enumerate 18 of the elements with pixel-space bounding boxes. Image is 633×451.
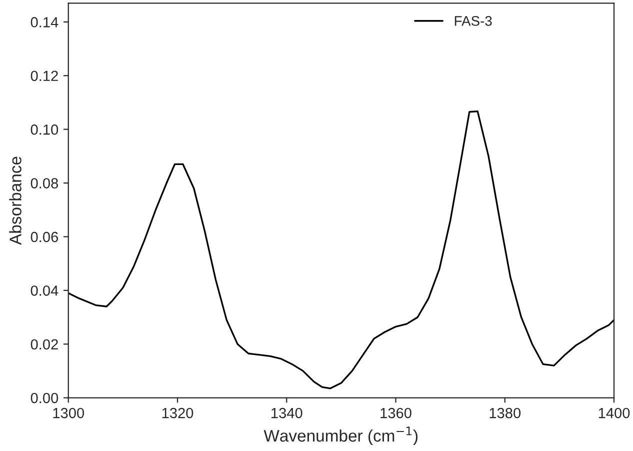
y-tick-label: 0.08 [30,178,58,188]
x-axis-title: Wavenumber (cm$^{−1}$) [264,426,418,445]
x-tick-label: 1340 [272,408,302,418]
x-tick-label: 1360 [380,408,412,418]
line-series [68,110,614,390]
y-tick-label: 0.00 [30,392,58,404]
y-tick-label: 0.04 [30,286,58,296]
y-tick-label: 0.14 [30,17,58,28]
x-tick-label: 1380 [490,408,521,418]
y-tick-label: 0.06 [30,232,58,242]
x-tick-label: 1300 [53,408,84,418]
legend-label: FAS-3 [454,16,492,26]
y-tick-label: 0.02 [30,339,58,350]
x-tick-label: 1400 [598,408,630,418]
y-tick-label: 0.12 [30,70,58,82]
y-axis-title: Absorbance [9,156,22,245]
x-tick-label: 1320 [162,408,194,418]
y-tick-label: 0.10 [30,124,58,135]
